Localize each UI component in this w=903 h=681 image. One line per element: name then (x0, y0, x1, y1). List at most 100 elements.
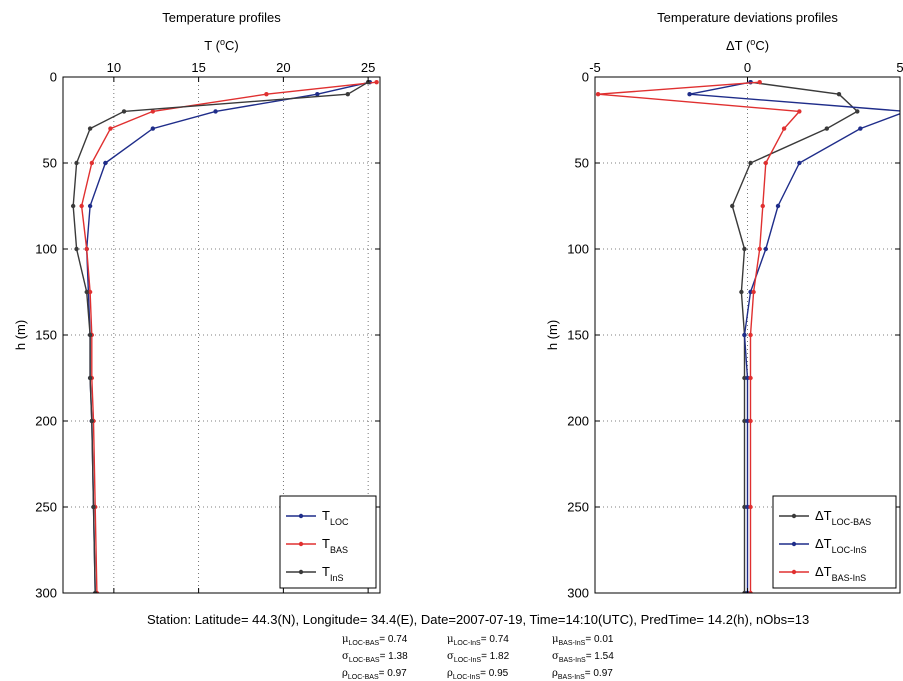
temp-legend-label: TBAS (322, 536, 348, 555)
dev-series-1-point (836, 92, 842, 97)
temp-series-3-point (345, 92, 350, 97)
temp-series-3-point (91, 504, 96, 510)
temp-series-3-point (87, 332, 93, 338)
temp-legend-label: TInS (322, 564, 343, 583)
dev-y-tick-label: 50 (575, 156, 589, 171)
dev-legend-label: ΔTLOC-InS (815, 536, 867, 555)
temp-y-tick-label: 100 (35, 242, 57, 257)
dev-series-2-point (797, 160, 802, 166)
temp-legend-marker (298, 513, 304, 519)
dev-series-3-point (748, 375, 753, 381)
temp-series-3-point (74, 160, 79, 166)
temp-series-2-point (79, 203, 84, 209)
temp-series-2-point (87, 289, 93, 295)
dev-legend-marker (791, 513, 797, 519)
dev-series-3-point (797, 109, 802, 114)
dev-series-3-point (748, 504, 753, 510)
temp-legend-marker (298, 541, 304, 547)
dev-series-2-point (763, 246, 768, 252)
stat-cell: ρLOC-InS= 0.95 (447, 668, 509, 681)
dev-series-1-point (739, 289, 744, 295)
dev-series-2-point (687, 92, 692, 97)
temp-series-3-point (121, 109, 127, 114)
dev-series-3-point (595, 92, 601, 97)
temp-x-axis-label: T (oC) (204, 37, 238, 53)
temp-x-tick-label: 10 (107, 60, 121, 75)
dev-series-3-point (763, 160, 768, 166)
dev-legend-label: ΔTLOC-BAS (815, 508, 871, 527)
dev-series-3-point (751, 289, 756, 295)
dev-x-tick-label: 5 (896, 60, 903, 75)
dev-series-1-point (742, 375, 747, 381)
stat-row: ρLOC-BAS= 0.97 ρLOC-InS= 0.95 ρBAS-InS= 0.… (342, 668, 613, 681)
dev-series-1-point (824, 126, 829, 131)
stat-cell: ρBAS-InS= 0.97 (552, 668, 613, 681)
temp-legend-label: TLOC (322, 508, 349, 527)
dev-series-line-3 (597, 81, 801, 593)
station-line: Station: Latitude= 44.3(N), Longitude= 3… (147, 612, 810, 627)
dev-legend: ΔTLOC-BAS ΔTLOC-InS ΔTBAS-InS (772, 495, 897, 589)
stat-cell: μLOC-InS= 0.74 (447, 634, 509, 647)
temp-y-axis-label: h (m) (13, 320, 28, 350)
stat-cell: μBAS-InS= 0.01 (552, 634, 614, 647)
temp-series-3-point (89, 418, 95, 424)
temp-series-2-point (374, 79, 379, 85)
dev-series-1-point (748, 160, 753, 166)
dev-y-tick-label: 150 (567, 328, 589, 343)
stat-cell: ρLOC-BAS= 0.97 (342, 668, 407, 681)
temp-series-3-point (87, 375, 93, 381)
temp-legend: TLOC TBAS TInS (279, 495, 377, 589)
dev-series-3-point (757, 246, 762, 252)
dev-series-2-point (748, 289, 753, 295)
dev-series-1-point (742, 504, 747, 510)
temp-y-tick-label: 200 (35, 414, 57, 429)
temp-series-3-point (87, 126, 93, 131)
temp-y-tick-label: 150 (35, 328, 57, 343)
temp-series-3-point (93, 590, 98, 593)
dev-series-2-point (775, 203, 781, 209)
dev-x-tick-label: -5 (589, 60, 601, 75)
temp-series-2-point (264, 92, 269, 97)
dev-series-1-point (855, 109, 860, 114)
dev-legend-marker (791, 569, 797, 575)
temp-series-1-point (103, 160, 108, 166)
dev-series-2-point (745, 504, 750, 510)
dev-y-tick-label: 100 (567, 242, 589, 257)
stat-cell: σLOC-InS= 1.82 (447, 651, 510, 664)
temp-series-1-point (87, 203, 93, 209)
stat-row: μLOC-BAS= 0.74 μLOC-InS= 0.74 μBAS-InS= 0.… (342, 634, 613, 647)
temp-x-tick-label: 15 (191, 60, 205, 75)
temp-y-tick-label: 50 (43, 156, 57, 171)
temp-y-tick-label: 300 (35, 586, 57, 601)
temp-series-2-point (89, 160, 95, 166)
dev-chart-title: Temperature deviations profiles (657, 10, 838, 25)
dev-series-2-point (745, 375, 750, 381)
dev-legend-label: ΔTBAS-InS (815, 564, 866, 583)
dev-series-1-point (742, 246, 747, 252)
temp-y-tick-label: 0 (50, 70, 57, 85)
dev-y-tick-label: 250 (567, 500, 589, 515)
dev-series-3-point (757, 79, 762, 85)
temp-x-tick-label: 25 (361, 60, 375, 75)
temp-series-3-point (74, 246, 79, 252)
temp-series-1-point (150, 126, 156, 131)
stat-cell: σBAS-InS= 1.54 (552, 651, 614, 664)
dev-y-axis-label: h (m) (545, 320, 560, 350)
dev-series-2-point (742, 332, 747, 338)
temp-legend-marker (298, 569, 304, 575)
temp-chart-title: Temperature profiles (162, 10, 281, 25)
dev-series-3-point (781, 126, 787, 131)
temp-x-tick-label: 20 (276, 60, 290, 75)
stat-cell: σLOC-BAS= 1.38 (342, 651, 408, 664)
dev-series-3-point (748, 418, 753, 424)
dev-legend-marker (791, 541, 797, 547)
dev-x-tick-label: 0 (744, 60, 751, 75)
temp-series-1-point (213, 109, 218, 114)
temp-series-3-point (70, 203, 76, 209)
dev-series-3-point (760, 203, 765, 209)
dev-series-3-point (748, 590, 753, 593)
dev-y-tick-label: 300 (567, 586, 589, 601)
